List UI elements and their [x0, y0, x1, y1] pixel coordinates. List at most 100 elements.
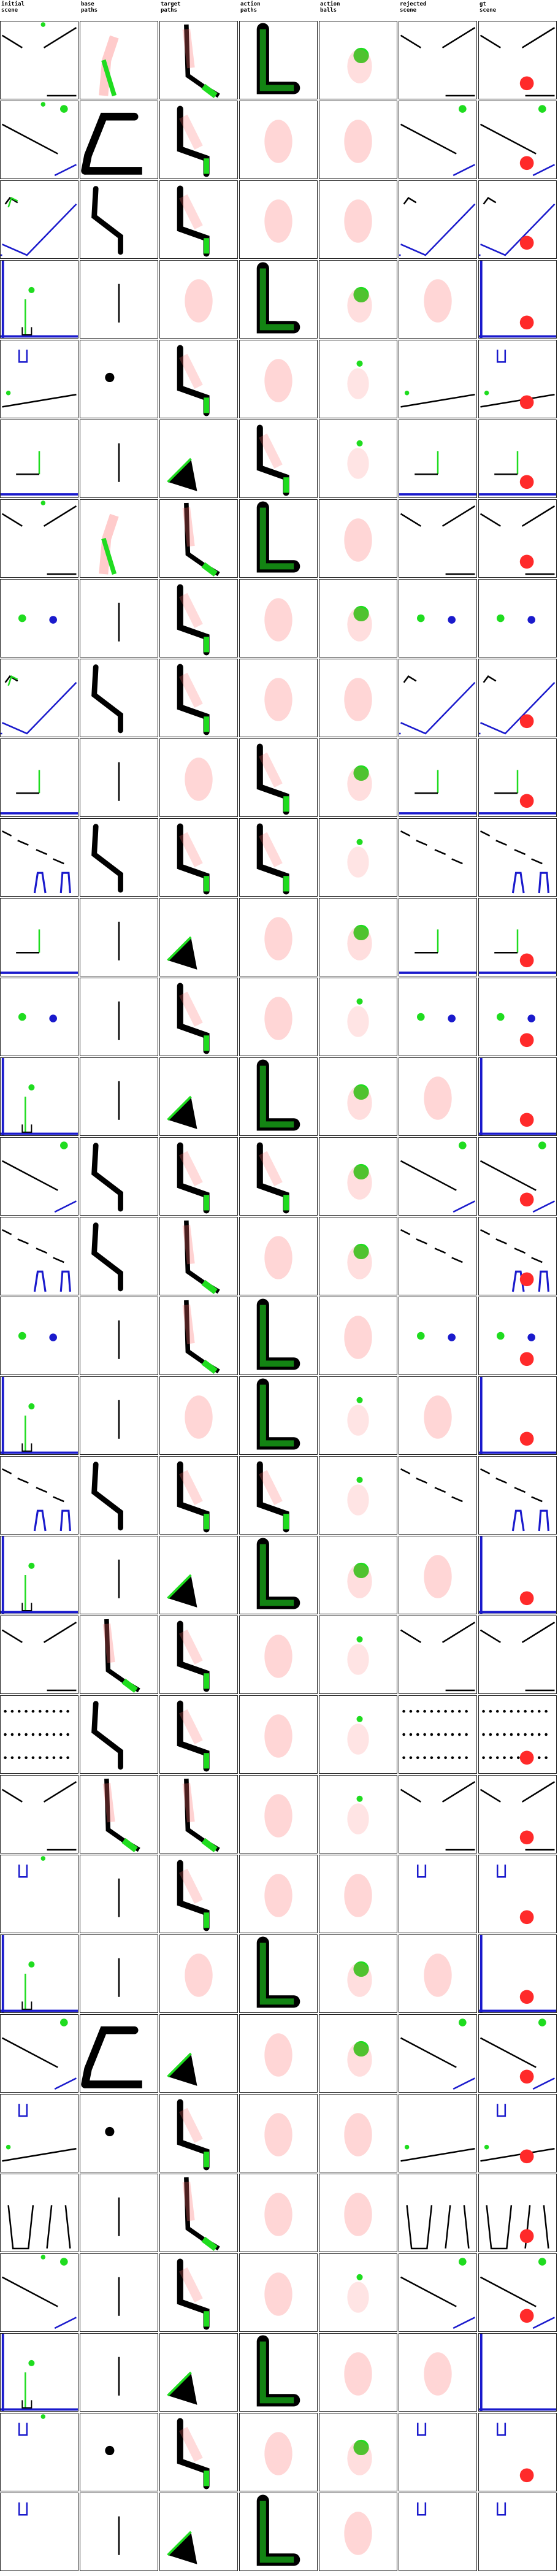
- panel-action-paths-row-11: [239, 818, 318, 897]
- panel-drawing: [185, 1953, 213, 1997]
- panel-action-balls-row-17: [319, 1297, 397, 1375]
- panel-action-paths-row-3: [239, 180, 318, 259]
- panel-gt-row-6: [478, 420, 557, 498]
- panel-drawing: [177, 2258, 210, 2330]
- panel-initial-row-21: [0, 1616, 78, 1694]
- panel-drawing: [102, 1619, 140, 1693]
- panel-drawing: [91, 1143, 123, 1212]
- panel-drawing: [347, 1562, 372, 1598]
- panel-drawing: [182, 1220, 220, 1294]
- panel-drawing: [1, 1377, 78, 1454]
- panel-drawing: [479, 675, 556, 735]
- panel-action-paths-row-24: [239, 1855, 318, 1933]
- panel-action-paths-row-30: [239, 2333, 318, 2412]
- panel-drawing: [347, 924, 372, 960]
- panel-drawing: [424, 1953, 452, 1997]
- panel-drawing: [480, 350, 555, 410]
- panel-drawing: [105, 372, 115, 383]
- panel-action-paths-row-6: [239, 420, 318, 498]
- panel-drawing: [399, 929, 476, 974]
- panel-base-row-15: [80, 1137, 158, 1216]
- panel-drawing: [264, 1635, 292, 1678]
- panel-initial-row-9: [0, 659, 78, 737]
- panel-rejected-row-4: [399, 260, 477, 339]
- panel-initial-row-4: [0, 260, 78, 339]
- panel-initial-row-26: [0, 2014, 78, 2093]
- panel-base-row-3: [80, 180, 158, 259]
- panel-initial-row-29: [0, 2253, 78, 2332]
- panel-initial-row-20: [0, 1536, 78, 1614]
- panel-drawing: [1, 102, 77, 177]
- panel-drawing: [264, 2193, 292, 2236]
- panel-initial-row-2: [0, 101, 78, 179]
- panel-drawing: [416, 1332, 456, 1341]
- column-title-gt: gt scene: [480, 1, 497, 13]
- panel-drawing: [167, 458, 197, 491]
- panel-drawing: [264, 2113, 292, 2156]
- panel-drawing: [347, 360, 369, 399]
- panel-drawing: [1, 1058, 78, 1135]
- panel-drawing: [482, 1709, 548, 1765]
- panel-base-row-2: [80, 101, 158, 179]
- panel-drawing: [424, 1076, 452, 1120]
- panel-initial-row-16: [0, 1217, 78, 1295]
- panel-drawing: [1, 770, 78, 815]
- panel-drawing: [479, 1058, 556, 1135]
- panel-rejected-row-2: [399, 101, 477, 179]
- panel-action-balls-row-28: [319, 2174, 397, 2252]
- panel-rejected-row-16: [399, 1217, 477, 1295]
- panel-gt-row-17: [478, 1297, 557, 1375]
- panel-drawing: [264, 1874, 292, 1917]
- panel-base-row-27: [80, 2094, 158, 2172]
- panel-drawing: [4, 1709, 69, 1760]
- panel-base-row-10: [80, 738, 158, 817]
- panel-drawing: [256, 743, 289, 815]
- panel-drawing: [1, 22, 77, 97]
- panel-drawing: [400, 2258, 476, 2329]
- panel-rejected-row-18: [399, 1376, 477, 1455]
- panel-rejected-row-15: [399, 1137, 477, 1216]
- panel-drawing: [400, 1468, 463, 1503]
- panel-drawing: [1, 1141, 77, 1213]
- panel-initial-row-3: [0, 180, 78, 259]
- panel-rejected-row-26: [399, 2014, 477, 2093]
- panel-drawing: [118, 921, 120, 960]
- panel-gt-row-3: [478, 180, 557, 259]
- panel-initial-row-7: [0, 499, 78, 578]
- panel-gt-row-29: [478, 2253, 557, 2332]
- panel-drawing: [416, 614, 456, 624]
- panel-gt-row-25: [478, 1934, 557, 2013]
- panel-drawing: [18, 1332, 57, 1341]
- panel-gt-row-2: [478, 101, 557, 179]
- panel-drawing: [496, 2502, 506, 2516]
- panel-gt-row-32: [478, 2493, 557, 2571]
- panel-action-balls-row-23: [319, 1775, 397, 1853]
- panel-drawing: [496, 614, 535, 624]
- panel-drawing: [167, 936, 197, 970]
- panel-initial-row-13: [0, 978, 78, 1056]
- panel-action-balls-row-30: [319, 2333, 397, 2412]
- panel-drawing: [1, 1536, 78, 1614]
- panel-action-balls-row-29: [319, 2253, 397, 2332]
- panel-target-row-1: [159, 21, 238, 99]
- panel-target-row-18: [159, 1376, 238, 1455]
- panel-drawing: [177, 185, 210, 257]
- panel-target-row-19: [159, 1456, 238, 1535]
- panel-drawing: [177, 823, 210, 895]
- panel-action-paths-row-1: [239, 21, 318, 99]
- panel-gt-row-11: [478, 818, 557, 897]
- panel-rejected-row-30: [399, 2333, 477, 2412]
- panel-drawing: [480, 505, 556, 575]
- panel-initial-row-12: [0, 898, 78, 976]
- panel-drawing: [400, 105, 476, 177]
- panel-drawing: [347, 1397, 369, 1436]
- panel-drawing: [416, 2423, 427, 2436]
- panel-base-row-23: [80, 1775, 158, 1853]
- panel-drawing: [264, 2432, 292, 2475]
- panel-drawing: [18, 614, 57, 624]
- panel-rejected-row-9: [399, 659, 477, 737]
- panel-initial-row-27: [0, 2094, 78, 2172]
- panel-target-row-22: [159, 1695, 238, 1774]
- panel-drawing: [347, 2439, 372, 2475]
- panel-action-balls-row-13: [319, 978, 397, 1056]
